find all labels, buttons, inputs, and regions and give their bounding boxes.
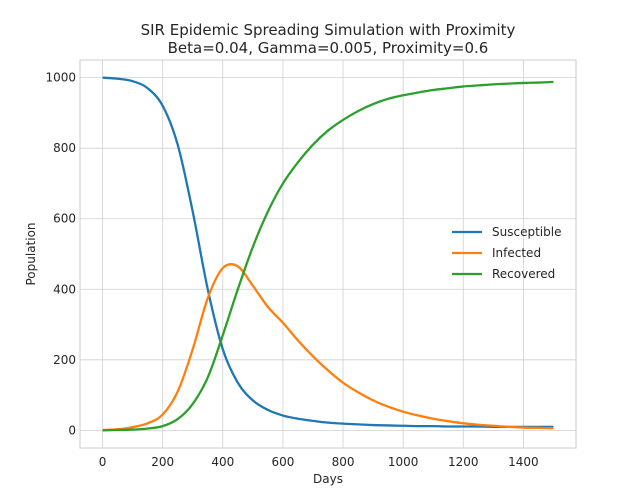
legend-label-susceptible: Susceptible: [492, 225, 561, 239]
y-tick-label: 200: [53, 353, 76, 367]
x-tick-label: 600: [271, 455, 294, 469]
y-tick-label: 600: [53, 212, 76, 226]
y-tick-label: 400: [53, 282, 76, 296]
y-axis-label: Population: [24, 222, 38, 285]
x-tick-label: 400: [211, 455, 234, 469]
y-tick-label: 0: [68, 423, 76, 437]
grid: [80, 60, 576, 448]
series-line-infected: [102, 262, 554, 432]
x-axis-label: Days: [313, 472, 343, 486]
series-line-susceptible: [102, 76, 554, 429]
series-line-recovered: [102, 80, 554, 432]
x-tick-label: 1200: [448, 455, 479, 469]
x-tick-label: 1000: [388, 455, 419, 469]
tick-labels: 0 200 400 600 800 1000 1200 1400 0 200 400 600 800 10…: [45, 71, 538, 469]
plot-frame: [79, 59, 577, 449]
x-tick-label: 200: [151, 455, 174, 469]
y-tick-label: 800: [53, 141, 76, 155]
legend: Susceptible Infected Recovered: [452, 225, 561, 281]
x-tick-label: 1400: [508, 455, 539, 469]
chart-title: SIR Epidemic Spreading Simulation with P…: [141, 21, 516, 39]
legend-label-recovered: Recovered: [492, 267, 555, 281]
legend-label-infected: Infected: [492, 246, 541, 260]
x-tick-label: 800: [332, 455, 355, 469]
chart-subtitle: Beta=0.04, Gamma=0.005, Proximity=0.6: [168, 39, 489, 57]
y-tick-label: 1000: [45, 71, 76, 85]
x-tick-label: 0: [99, 455, 107, 469]
series-group: [102, 76, 554, 432]
